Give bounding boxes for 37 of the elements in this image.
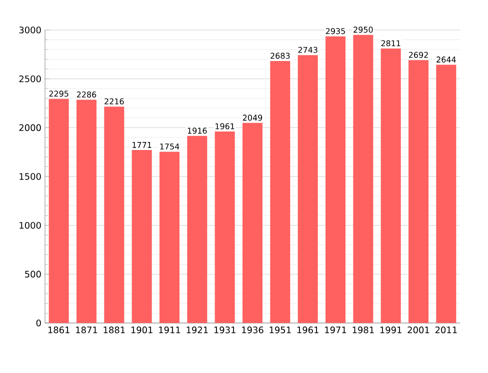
y-tick-label: 1500 [20, 173, 41, 180]
x-tick-label: 2011 [435, 326, 457, 334]
x-tick-label: 1881 [104, 326, 125, 334]
x-tick-label: 1991 [380, 326, 402, 334]
x-tick-label: 1901 [131, 326, 152, 334]
x-tick-label: 1961 [297, 326, 318, 334]
x-tick-label: 1931 [214, 326, 236, 334]
bar [326, 36, 346, 323]
bar [104, 106, 124, 323]
bar [160, 152, 180, 323]
bar [242, 122, 263, 323]
x-tick-label: 1911 [159, 326, 180, 334]
y-tick-label: 1000 [20, 222, 41, 229]
bar [353, 34, 374, 323]
bar [380, 48, 401, 323]
y-tick-label: 500 [25, 270, 41, 278]
y-tick-label: 0 [36, 320, 41, 326]
x-tick-label: 1971 [325, 326, 346, 334]
bar [408, 60, 429, 323]
x-tick-label: 1861 [48, 326, 70, 334]
bar [187, 136, 208, 323]
bar [48, 98, 69, 323]
y-tick-label: 2500 [19, 75, 41, 82]
x-tick-label: 2001 [408, 326, 430, 334]
bar [76, 100, 96, 323]
x-tick-label: 1981 [352, 326, 374, 334]
x-tick-label: 1921 [186, 326, 208, 334]
bar [132, 150, 152, 323]
y-tick-label: 3000 [19, 26, 41, 34]
x-tick-label: 1871 [76, 326, 98, 334]
y-tick-label: 2000 [19, 124, 41, 132]
x-tick-label: 1951 [270, 326, 291, 334]
x-tick-label: 1936 [242, 326, 264, 334]
bar [214, 131, 235, 323]
bar [270, 60, 290, 323]
bar [298, 55, 318, 323]
bar [436, 64, 456, 323]
